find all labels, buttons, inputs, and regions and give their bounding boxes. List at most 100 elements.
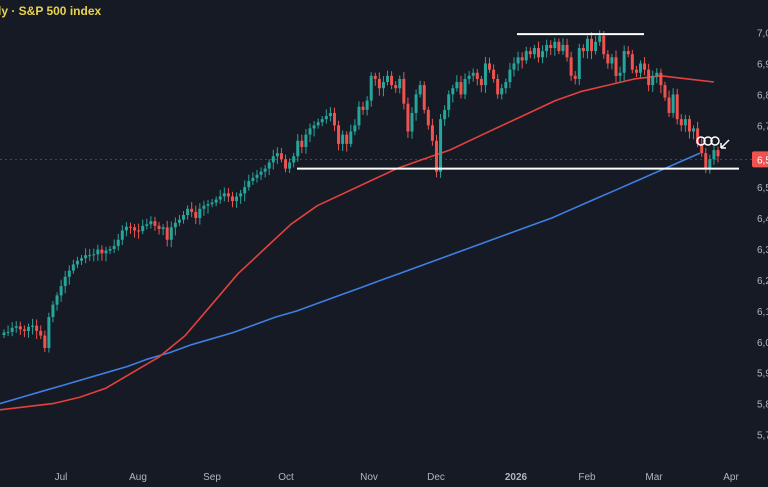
candle: [67, 265, 71, 285]
candle-body: [332, 112, 336, 126]
candle: [271, 149, 275, 170]
candle: [675, 88, 679, 125]
candle-body: [324, 116, 328, 120]
candle-body: [692, 128, 696, 132]
candle-body: [492, 69, 496, 79]
candle: [247, 174, 251, 191]
candle: [137, 223, 141, 239]
candle: [116, 233, 120, 251]
candle: [251, 172, 255, 185]
candle-body: [504, 82, 508, 89]
y-tick-label: 6,7: [757, 121, 768, 132]
candle-body: [443, 109, 447, 120]
candle-body: [606, 54, 610, 64]
touch-circle: [696, 136, 706, 146]
candle: [316, 118, 320, 129]
candle: [398, 75, 402, 94]
candle: [47, 312, 51, 353]
candle: [300, 134, 304, 154]
candle: [84, 248, 88, 264]
price-tag-label: 6,5: [757, 155, 768, 166]
candle: [716, 146, 720, 163]
candle: [88, 249, 92, 261]
candle: [63, 270, 67, 294]
y-tick-label: 5,9: [757, 369, 768, 380]
candle-body: [679, 119, 683, 126]
candle: [173, 217, 177, 236]
candle: [279, 147, 283, 163]
candle: [422, 81, 426, 114]
candle-body: [426, 109, 430, 126]
candle-body: [255, 174, 259, 178]
y-tick-label: 7,0: [757, 29, 768, 40]
candle: [418, 80, 422, 98]
candle-body: [100, 249, 104, 254]
candle: [92, 248, 96, 262]
candle-body: [683, 119, 687, 126]
candle: [455, 75, 459, 92]
candle-body: [88, 255, 92, 257]
candle: [194, 205, 198, 224]
candle-body: [43, 335, 47, 348]
y-tick-label: 5,7: [757, 431, 768, 442]
candle-body: [479, 78, 483, 86]
candle-body: [235, 196, 239, 202]
candle-body: [104, 250, 108, 254]
candle-body: [96, 249, 100, 255]
candle-body: [353, 125, 357, 132]
candle-body: [414, 94, 418, 113]
candle: [557, 38, 561, 55]
candle-body: [475, 72, 479, 79]
candle-body: [141, 225, 145, 232]
candle-body: [700, 143, 704, 154]
chart-title: ly · S&P 500 index: [0, 4, 102, 18]
candle: [149, 216, 153, 229]
candle: [369, 72, 373, 107]
candle-body: [659, 72, 663, 86]
candle-body: [394, 85, 398, 89]
candle: [267, 159, 271, 176]
candle: [206, 199, 210, 214]
candle-body: [618, 72, 622, 76]
y-tick-label: 6,8: [757, 90, 768, 101]
candle-body: [634, 69, 638, 73]
candle: [683, 114, 687, 132]
candle-body: [536, 48, 540, 58]
candle: [602, 31, 606, 59]
candle: [349, 124, 353, 147]
x-tick-label: Mar: [645, 472, 663, 483]
candle: [577, 43, 581, 86]
candle-body: [84, 255, 88, 259]
candle-body: [214, 199, 218, 203]
candle: [647, 63, 651, 92]
candle-body: [259, 171, 263, 175]
candle-body: [75, 260, 79, 265]
candle: [255, 169, 259, 183]
candle-body: [161, 227, 165, 229]
candle: [6, 325, 10, 337]
candle: [31, 318, 35, 335]
candle: [643, 56, 647, 76]
candle: [528, 47, 532, 59]
candle: [488, 57, 492, 73]
candle-body: [581, 48, 585, 52]
candle: [18, 321, 22, 335]
candle-body: [712, 150, 716, 160]
candle: [22, 325, 26, 338]
candle-body: [716, 150, 720, 157]
candle-body: [573, 75, 577, 79]
candle: [606, 50, 610, 69]
candle-body: [222, 193, 226, 197]
candle: [365, 96, 369, 116]
candle-body: [361, 106, 365, 110]
x-tick-label: Dec: [427, 472, 445, 483]
candle: [165, 220, 169, 247]
candle: [177, 214, 181, 227]
candle-body: [284, 159, 288, 169]
candle-body: [630, 54, 634, 70]
candle: [210, 198, 214, 208]
candle: [414, 89, 418, 121]
candle-body: [500, 88, 504, 95]
candle: [161, 224, 165, 236]
